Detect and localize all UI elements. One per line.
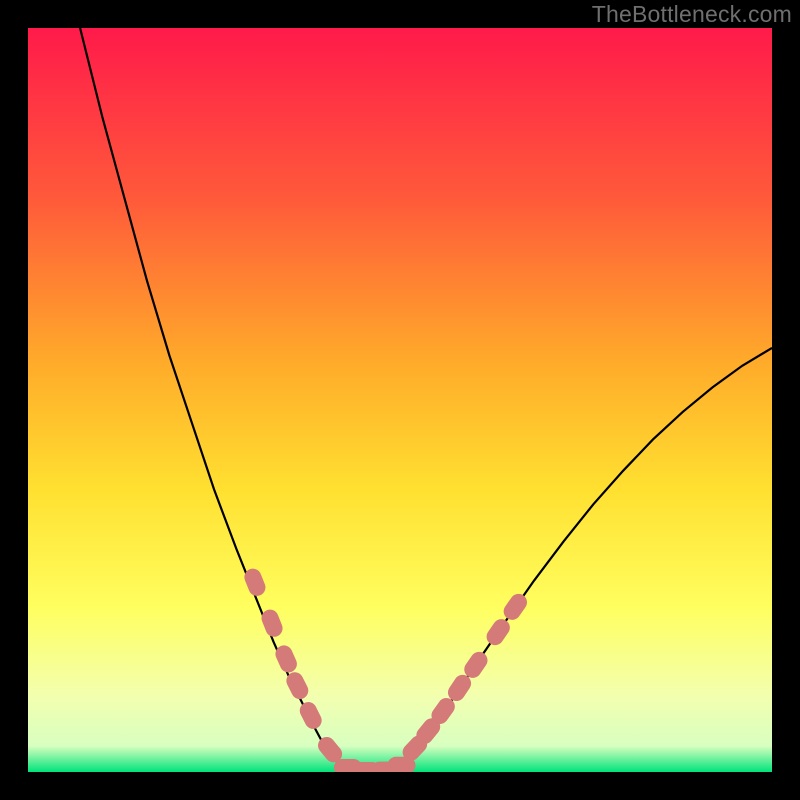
bottleneck-curve-chart: [0, 0, 800, 800]
plot-background: [28, 28, 772, 772]
chart-container: TheBottleneck.com: [0, 0, 800, 800]
watermark-text: TheBottleneck.com: [592, 1, 792, 28]
